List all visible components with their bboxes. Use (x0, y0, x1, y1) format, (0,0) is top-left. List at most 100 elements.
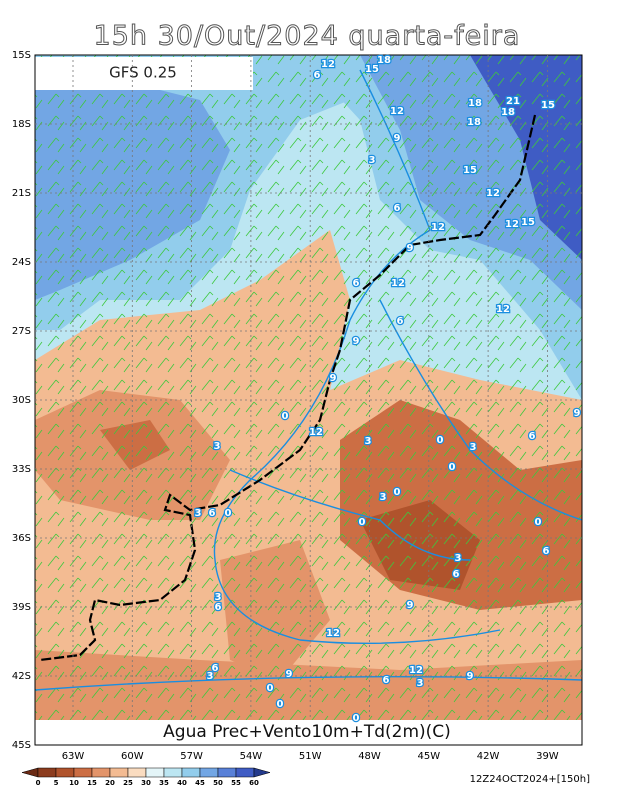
lat-label: 33S (12, 464, 31, 475)
contour-label: 18 (467, 117, 481, 128)
colorbar-segment (73, 767, 93, 778)
colorbar-label: 10 (69, 779, 79, 787)
contour-label: 6 (353, 278, 360, 289)
contour-label: 3 (455, 553, 462, 564)
lat-label: 21S (12, 188, 31, 199)
colorbar-segment (145, 767, 165, 778)
run-label: 12Z24OCT2024+[150h] (470, 774, 590, 785)
contour-label: 0 (282, 411, 289, 422)
model-label: GFS 0.25 (109, 64, 177, 82)
contour-label: 18 (468, 98, 482, 109)
contour-label: 9 (394, 133, 401, 144)
colorbar-segment (127, 767, 147, 778)
model-box (35, 57, 253, 90)
contour-label: 12 (486, 188, 500, 199)
contour-label: 3 (365, 436, 372, 447)
lat-label: 18S (12, 119, 31, 130)
colorbar-segment (37, 767, 57, 778)
contour-label: 12 (431, 222, 445, 233)
contour-label: 12 (409, 665, 423, 676)
colorbar-arrow (21, 767, 39, 778)
contour-label: 12 (309, 427, 323, 438)
contour-label: 6 (543, 546, 550, 557)
colorbar-segment (181, 767, 201, 778)
contour-label: 3 (380, 492, 387, 503)
contour-label: 3 (195, 508, 202, 519)
contour-label: 6 (453, 569, 460, 580)
contour-label: 6 (212, 663, 219, 674)
colorbar-label: 20 (105, 779, 115, 787)
contour-label: 9 (353, 336, 360, 347)
lat-label: 27S (12, 326, 31, 337)
colorbar-label: 30 (141, 779, 151, 787)
contour-label: 21 (506, 96, 520, 107)
contour-label: 3 (417, 678, 424, 689)
colorbar-label: 50 (213, 779, 223, 787)
lon-label: 57W (180, 751, 203, 762)
lon-label: 48W (358, 751, 381, 762)
colorbar-segment (235, 767, 255, 778)
lat-label: 24S (12, 257, 31, 268)
contour-label: 0 (359, 517, 366, 528)
lat-label: 15S (12, 50, 31, 61)
contour-label: 9 (286, 669, 293, 680)
lon-label: 60W (121, 751, 144, 762)
lon-label: 42W (477, 751, 500, 762)
colorbar-segment (109, 767, 129, 778)
colorbar-segment (91, 767, 111, 778)
contour-label: 3 (369, 155, 376, 166)
lat-label: 36S (12, 533, 31, 544)
contour-label: 6 (397, 316, 404, 327)
contour-label: 3 (215, 592, 222, 603)
contour-label: 3 (214, 441, 221, 452)
colorbar-segment (55, 767, 75, 778)
contour-label: 9 (407, 600, 414, 611)
lon-label: 45W (417, 751, 440, 762)
lat-label: 42S (12, 671, 31, 682)
contour-label: 3 (470, 442, 477, 453)
contour-label: 15 (365, 64, 379, 75)
contour-label: 6 (383, 675, 390, 686)
contour-label: 12 (496, 304, 510, 315)
contour-label: 0 (535, 517, 542, 528)
contour-label: 9 (330, 373, 337, 384)
contour-label: 15 (541, 100, 555, 111)
contour-label: 6 (394, 203, 401, 214)
caption: Agua Prec+Vento10m+Td(2m)(C) (163, 722, 451, 742)
contour-label: 12 (391, 278, 405, 289)
contour-label: 9 (407, 243, 414, 254)
lat-label: 39S (12, 602, 31, 613)
contour-label: 6 (215, 602, 222, 613)
lon-label: 39W (536, 751, 559, 762)
contour-label: 3 (207, 671, 214, 682)
colorbar-label: 15 (87, 779, 97, 787)
lon-label: 51W (299, 751, 322, 762)
contour-label: 0 (353, 713, 360, 724)
colorbar-arrow (253, 767, 271, 778)
colorbar-label: 25 (123, 779, 133, 787)
contour-label: 9 (467, 671, 474, 682)
colorbar-label: 5 (54, 779, 59, 787)
colorbar-label: 40 (177, 779, 187, 787)
colorbar-segment (163, 767, 183, 778)
contour-label: 0 (449, 462, 456, 473)
contour-label: 6 (209, 508, 216, 519)
contour-label: 0 (225, 508, 232, 519)
colorbar-label: 45 (195, 779, 205, 787)
contour-label: 18 (501, 107, 515, 118)
contour-label: 9 (574, 408, 581, 419)
contour-label: 12 (326, 628, 340, 639)
contour-label: 6 (529, 431, 536, 442)
lat-label: 30S (12, 395, 31, 406)
contour-label: 18 (377, 55, 391, 66)
contour-label: 0 (267, 683, 274, 694)
colorbar-label: 55 (231, 779, 241, 787)
colorbar-segment (199, 767, 219, 778)
lat-label: 45S (12, 740, 31, 751)
contour-label: 6 (314, 70, 321, 81)
contour-label: 12 (390, 106, 404, 117)
contour-label: 15 (521, 217, 535, 228)
lon-label: 54W (240, 751, 263, 762)
contour-label: 0 (394, 487, 401, 498)
contour-label: 15 (463, 165, 477, 176)
